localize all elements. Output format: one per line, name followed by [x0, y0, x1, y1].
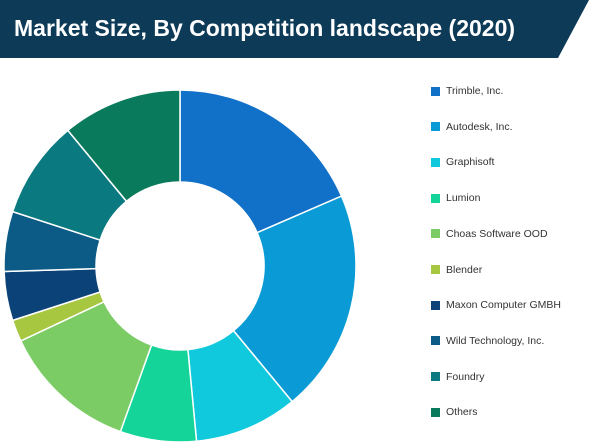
- legend-swatch: [431, 193, 440, 203]
- donut-slice-others: [66, 89, 181, 203]
- legend-item-lumion: Lumion: [431, 191, 480, 205]
- legend-label: Autodesk, Inc.: [446, 120, 513, 133]
- legend-swatch: [431, 157, 440, 167]
- legend-label: Blender: [446, 263, 483, 276]
- title-banner: Market Size, By Competition landscape (2…: [0, 0, 589, 58]
- donut-slice-autodesk-inc: [232, 195, 357, 403]
- legend-item-maxon-computer-gmbh: Maxon Computer GMBH: [431, 298, 561, 312]
- legend-label: Graphisoft: [446, 156, 495, 169]
- legend-item-graphisoft: Graphisoft: [431, 155, 494, 169]
- title-banner-background: [0, 0, 589, 58]
- legend-swatch: [431, 229, 440, 239]
- legend-swatch: [431, 265, 440, 274]
- legend-label: Choas Software OOD: [446, 227, 548, 240]
- legend-label: Wild Technology, Inc.: [446, 334, 545, 347]
- donut-chart-svg: [3, 89, 357, 443]
- legend-label: Trimble, Inc.: [446, 85, 504, 97]
- legend-swatch: [431, 300, 440, 310]
- legend-label: Maxon Computer GMBH: [446, 299, 561, 312]
- legend-swatch: [431, 372, 440, 382]
- legend-item-autodesk-inc: Autodesk, Inc.: [431, 120, 513, 134]
- legend-item-others: Others: [431, 405, 478, 419]
- legend-swatch: [431, 86, 440, 96]
- legend-item-choas-software-ood: Choas Software OOD: [431, 227, 548, 241]
- legend-label: Others: [446, 406, 478, 419]
- legend-item-trimble-inc: Trimble, Inc.: [431, 84, 503, 98]
- legend-item-blender: Blender: [431, 263, 482, 277]
- legend-swatch: [431, 336, 440, 346]
- legend-item-wild-technology-inc: Wild Technology, Inc.: [431, 334, 544, 348]
- legend-swatch: [431, 122, 440, 132]
- legend-label: Lumion: [446, 192, 481, 205]
- legend-swatch: [431, 407, 440, 417]
- legend-item-foundry: Foundry: [431, 370, 485, 384]
- donut-slice-trimble-inc: [179, 89, 343, 234]
- chart-title: Market Size, By Competition landscape (2…: [14, 15, 516, 41]
- legend-label: Foundry: [446, 370, 485, 383]
- donut-chart: [0, 58, 400, 443]
